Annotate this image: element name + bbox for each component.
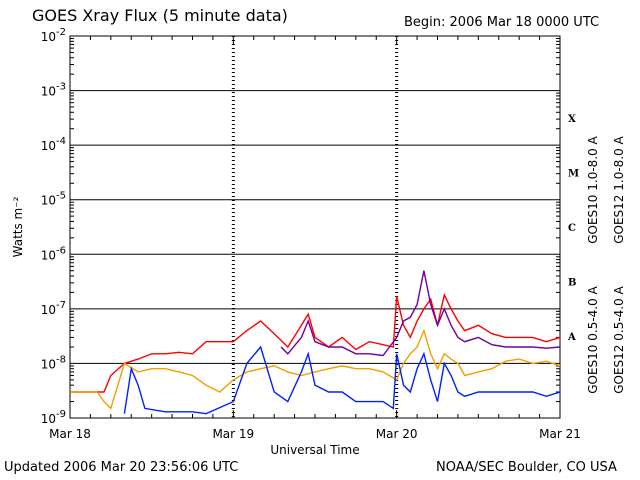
y-axis-label: Watts m⁻² [11,196,25,257]
y-tick-label: 10-7 [41,300,66,317]
x-tick-label: Mar 19 [212,427,254,441]
series-line-2 [70,328,560,410]
flare-class-label: B [568,278,576,289]
y-tick-label: 10-2 [41,27,66,44]
flare-class-label: A [567,332,576,343]
series-line-1 [280,270,560,357]
flare-class-label: X [568,114,576,125]
x-tick-label: Mar 21 [539,427,581,441]
plot-frame [69,35,561,419]
begin-time: Begin: 2006 Mar 18 0000 UTC [404,15,600,30]
credit-line: NOAA/SEC Boulder, CO USA [436,460,617,475]
updated-timestamp: Updated 2006 Mar 20 23:56:06 UTC [4,460,239,475]
chart-title: GOES Xray Flux (5 minute data) [32,6,288,25]
legend-entry: GOES12 1.0-8.0 A [612,135,626,243]
series-line-0 [70,292,560,393]
legend-entry: GOES10 0.5-4.0 A [586,285,600,393]
y-tick-label: 10-5 [41,191,66,208]
legend-entry: GOES10 1.0-8.0 A [586,135,600,243]
x-tick-label: Mar 18 [49,427,91,441]
y-tick-label: 10-6 [41,245,66,262]
y-tick-label: 10-8 [41,354,66,371]
y-tick-label: 10-9 [41,409,66,426]
y-tick-label: 10-3 [41,82,66,99]
x-tick-label: Mar 20 [376,427,418,441]
legend-entry: GOES12 0.5-4.0 A [612,285,626,393]
flare-class-label: M [568,168,579,179]
flare-class-label: C [568,223,576,234]
series-line-3 [123,345,560,415]
x-axis-label: Universal Time [270,443,359,457]
y-tick-label: 10-4 [41,136,66,153]
